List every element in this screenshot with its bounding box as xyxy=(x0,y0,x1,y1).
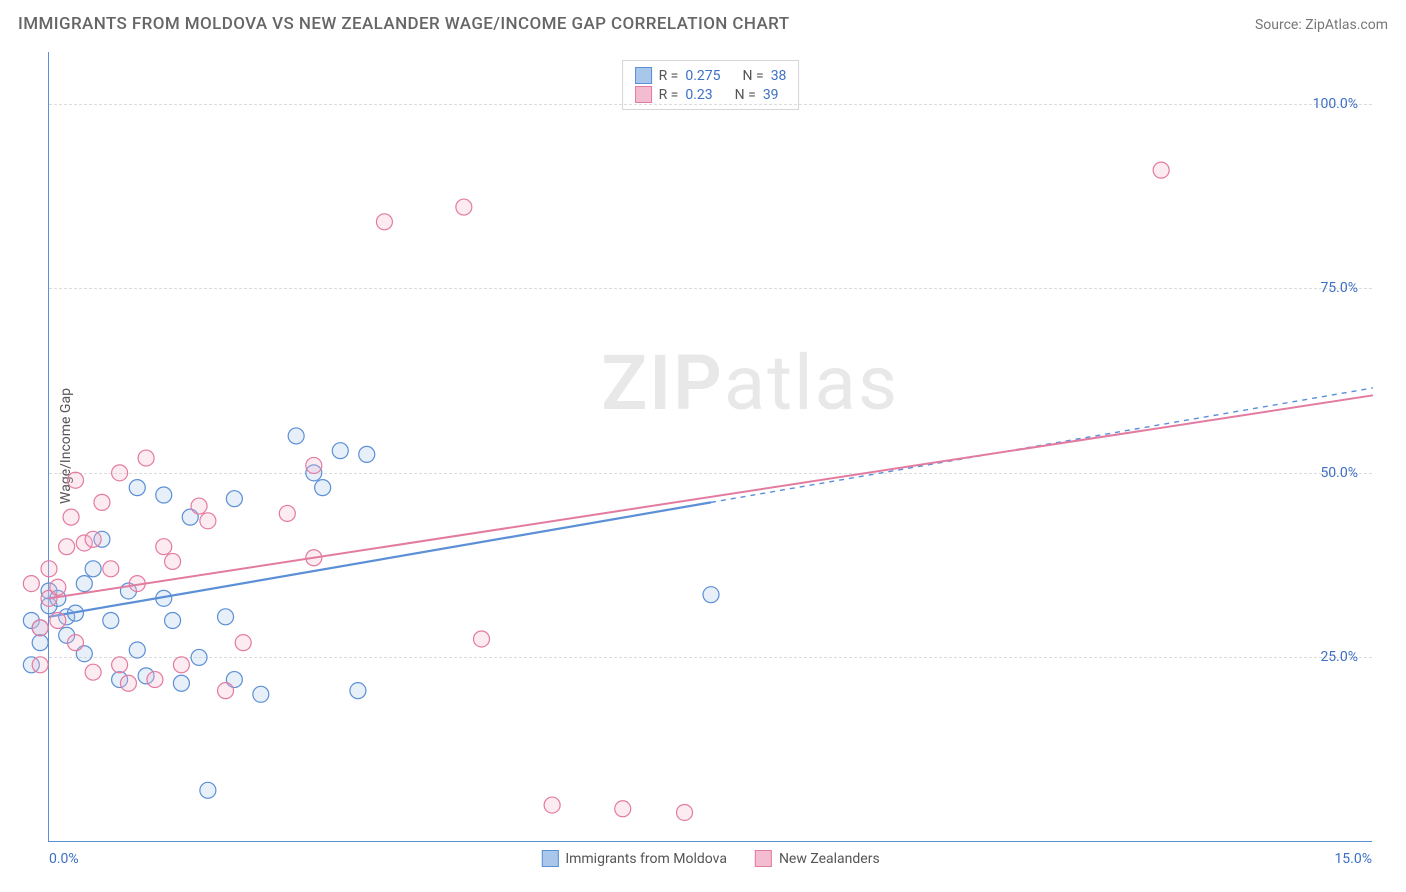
data-point xyxy=(156,487,172,503)
scatter-plot: ZIPatlas R = 0.275 N = 38 R = 0.23 N = 3… xyxy=(48,52,1372,842)
legend-item-moldova: Immigrants from Moldova xyxy=(541,850,727,867)
plot-svg-layer xyxy=(49,52,1372,841)
chart-source: Source: ZipAtlas.com xyxy=(1255,17,1388,33)
data-point xyxy=(235,635,251,651)
data-point xyxy=(32,635,48,651)
data-point xyxy=(94,494,110,510)
data-point xyxy=(677,804,693,820)
data-point xyxy=(59,539,75,555)
data-point xyxy=(200,513,216,529)
data-point xyxy=(1153,162,1169,178)
data-point xyxy=(279,505,295,521)
data-point xyxy=(112,465,128,481)
data-point xyxy=(306,457,322,473)
data-point xyxy=(67,472,83,488)
data-point xyxy=(76,576,92,592)
data-point xyxy=(288,428,304,444)
data-point xyxy=(359,446,375,462)
data-point xyxy=(315,480,331,496)
series-legend: Immigrants from Moldova New Zealanders xyxy=(541,850,879,867)
data-point xyxy=(165,553,181,569)
data-point xyxy=(32,620,48,636)
data-point xyxy=(85,561,101,577)
x-tick-max: 15.0% xyxy=(1334,851,1372,867)
data-point xyxy=(50,579,66,595)
data-point xyxy=(332,443,348,459)
data-point xyxy=(112,657,128,673)
data-point xyxy=(200,782,216,798)
data-point xyxy=(218,609,234,625)
data-point xyxy=(32,657,48,673)
data-point xyxy=(218,683,234,699)
data-point xyxy=(544,797,560,813)
data-point xyxy=(103,613,119,629)
data-point xyxy=(456,199,472,215)
data-point xyxy=(120,675,136,691)
data-point xyxy=(23,576,39,592)
data-point xyxy=(147,672,163,688)
data-point xyxy=(703,587,719,603)
x-tick-min: 0.0% xyxy=(49,851,79,867)
data-point xyxy=(191,649,207,665)
data-point xyxy=(226,491,242,507)
data-point xyxy=(173,657,189,673)
data-point xyxy=(165,613,181,629)
data-point xyxy=(41,561,57,577)
data-point xyxy=(173,675,189,691)
legend-item-newzealand: New Zealanders xyxy=(755,850,880,867)
data-point xyxy=(129,480,145,496)
data-point xyxy=(350,683,366,699)
data-point xyxy=(67,635,83,651)
data-point xyxy=(50,613,66,629)
data-point xyxy=(85,664,101,680)
chart-title: IMMIGRANTS FROM MOLDOVA VS NEW ZEALANDER… xyxy=(18,14,789,34)
data-point xyxy=(129,642,145,658)
data-point xyxy=(156,539,172,555)
chart-header: IMMIGRANTS FROM MOLDOVA VS NEW ZEALANDER… xyxy=(18,14,1388,34)
data-point xyxy=(138,450,154,466)
data-point xyxy=(85,531,101,547)
data-point xyxy=(474,631,490,647)
data-point xyxy=(63,509,79,525)
data-point xyxy=(253,686,269,702)
data-point xyxy=(615,801,631,817)
data-point xyxy=(191,498,207,514)
data-point xyxy=(103,561,119,577)
data-point xyxy=(376,214,392,230)
